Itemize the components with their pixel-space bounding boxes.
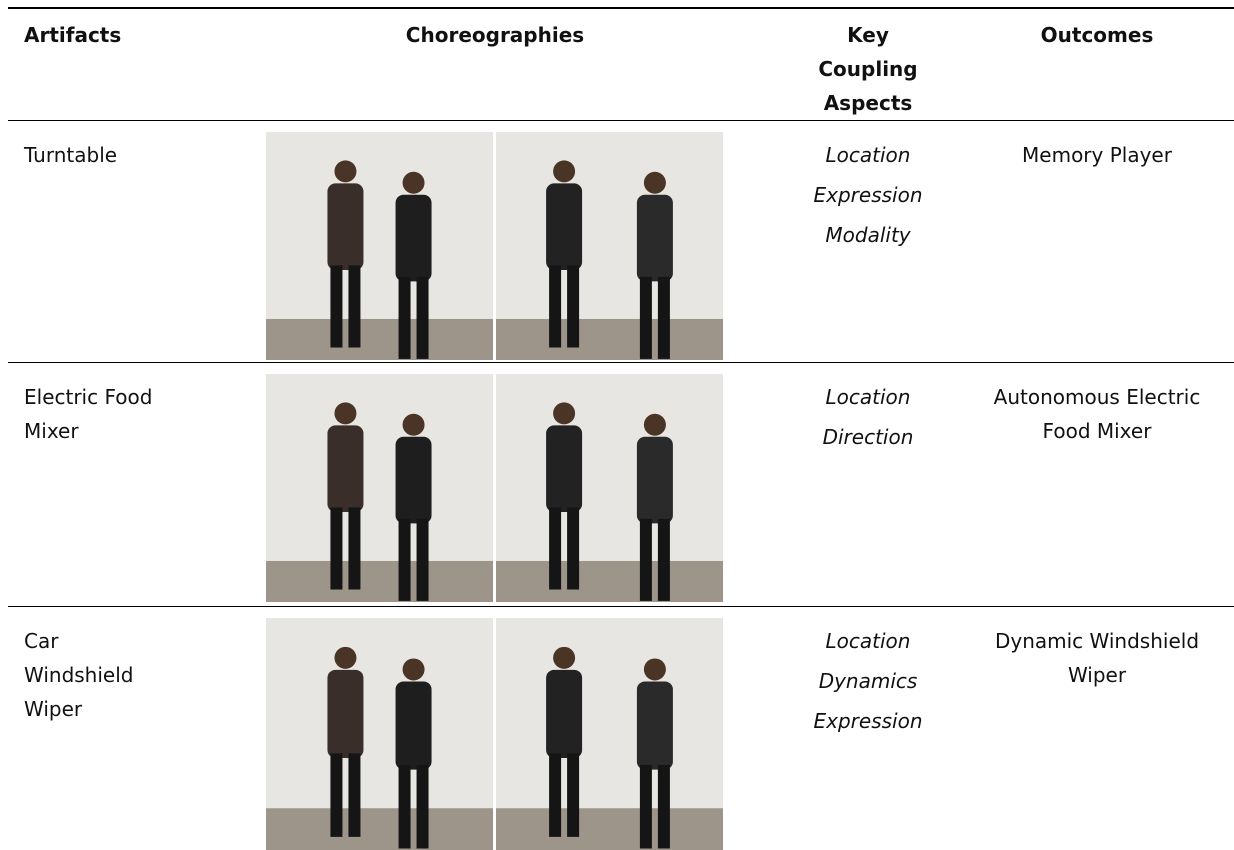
photo-part [553, 160, 576, 183]
photo-part [398, 518, 411, 601]
photo [266, 132, 493, 360]
photo-part [334, 402, 357, 425]
coupling-aspect: Location [825, 143, 911, 167]
photo-part [636, 436, 673, 524]
photo-part [657, 276, 670, 359]
photo-part [348, 265, 361, 348]
outcome: Memory Player [1022, 143, 1172, 167]
photo-part [330, 507, 343, 590]
outcome: Food Mixer [1042, 419, 1152, 443]
photo-part [567, 507, 580, 590]
photo-part [348, 753, 361, 837]
photo-part [266, 808, 493, 850]
photo-part [639, 764, 652, 849]
artifact: Electric Food [24, 385, 153, 409]
photo-part [549, 507, 562, 590]
photo-part [416, 518, 429, 601]
header-aspects: Aspects [823, 91, 913, 115]
photo-part [398, 764, 411, 849]
photo-part [546, 183, 583, 270]
coupling-aspect: Modality [825, 223, 911, 247]
photo-part [327, 425, 364, 512]
photo-part [402, 658, 425, 681]
photo-part [496, 808, 723, 850]
photo-part [567, 265, 580, 348]
artifact: Windshield [24, 663, 134, 687]
photo-part [266, 318, 493, 360]
coupling-aspect: Direction [822, 425, 914, 449]
photo-part [639, 518, 652, 601]
header-aspects: Coupling [818, 57, 918, 81]
artifact: Wiper [24, 697, 83, 721]
top-rule [8, 7, 1234, 9]
coupling-aspect: Location [825, 629, 911, 653]
photo-part [546, 425, 583, 512]
photo-part [416, 276, 429, 359]
photo-part [348, 507, 361, 590]
coupling-aspect: Location [825, 385, 911, 409]
photo-part [639, 276, 652, 359]
coupling-aspect: Expression [813, 183, 923, 207]
photo-part [334, 646, 357, 669]
artifact: Mixer [24, 419, 79, 443]
photo-part [636, 681, 673, 770]
photo-part [402, 171, 425, 194]
photo-part [398, 276, 411, 359]
photo-part [553, 402, 576, 425]
header-choreographies: Choreographies [405, 23, 585, 47]
photo-part [402, 413, 425, 436]
photo-part [549, 265, 562, 348]
photo-part [334, 160, 357, 183]
outcome: Dynamic Windshield [994, 629, 1200, 653]
artifact: Turntable [24, 143, 118, 167]
photo [266, 618, 493, 850]
photo-part [643, 413, 666, 436]
photo [496, 618, 723, 850]
photo [266, 374, 493, 602]
photo-part [546, 669, 583, 758]
photo-part [567, 753, 580, 837]
photo-part [643, 658, 666, 681]
photo-part [496, 318, 723, 360]
artifact: Car [24, 629, 59, 653]
photo-part [395, 436, 432, 524]
outcome: Wiper [1067, 663, 1127, 687]
photo-part [327, 669, 364, 758]
photo-part [549, 753, 562, 837]
row-rule [8, 362, 1234, 363]
photo-part [553, 646, 576, 669]
photo-part [266, 560, 493, 602]
photo-part [395, 681, 432, 770]
coupling-aspect: Dynamics [818, 669, 918, 693]
header-outcomes: Outcomes [1040, 23, 1154, 47]
photo-part [496, 560, 723, 602]
header-artifacts: Artifacts [24, 23, 122, 47]
photo-part [330, 265, 343, 348]
photo-part [636, 194, 673, 282]
header-rule [8, 120, 1234, 121]
row-rule [8, 606, 1234, 607]
photo-part [416, 764, 429, 849]
photo [496, 374, 723, 602]
photo-part [395, 194, 432, 282]
photo-part [327, 183, 364, 270]
photo-part [657, 764, 670, 849]
header-aspects: Key [847, 23, 889, 47]
coupling-aspect: Expression [813, 709, 923, 733]
photo [496, 132, 723, 360]
outcome: Autonomous Electric [993, 385, 1201, 409]
photo-part [657, 518, 670, 601]
photo-part [330, 753, 343, 837]
photo-part [643, 171, 666, 194]
